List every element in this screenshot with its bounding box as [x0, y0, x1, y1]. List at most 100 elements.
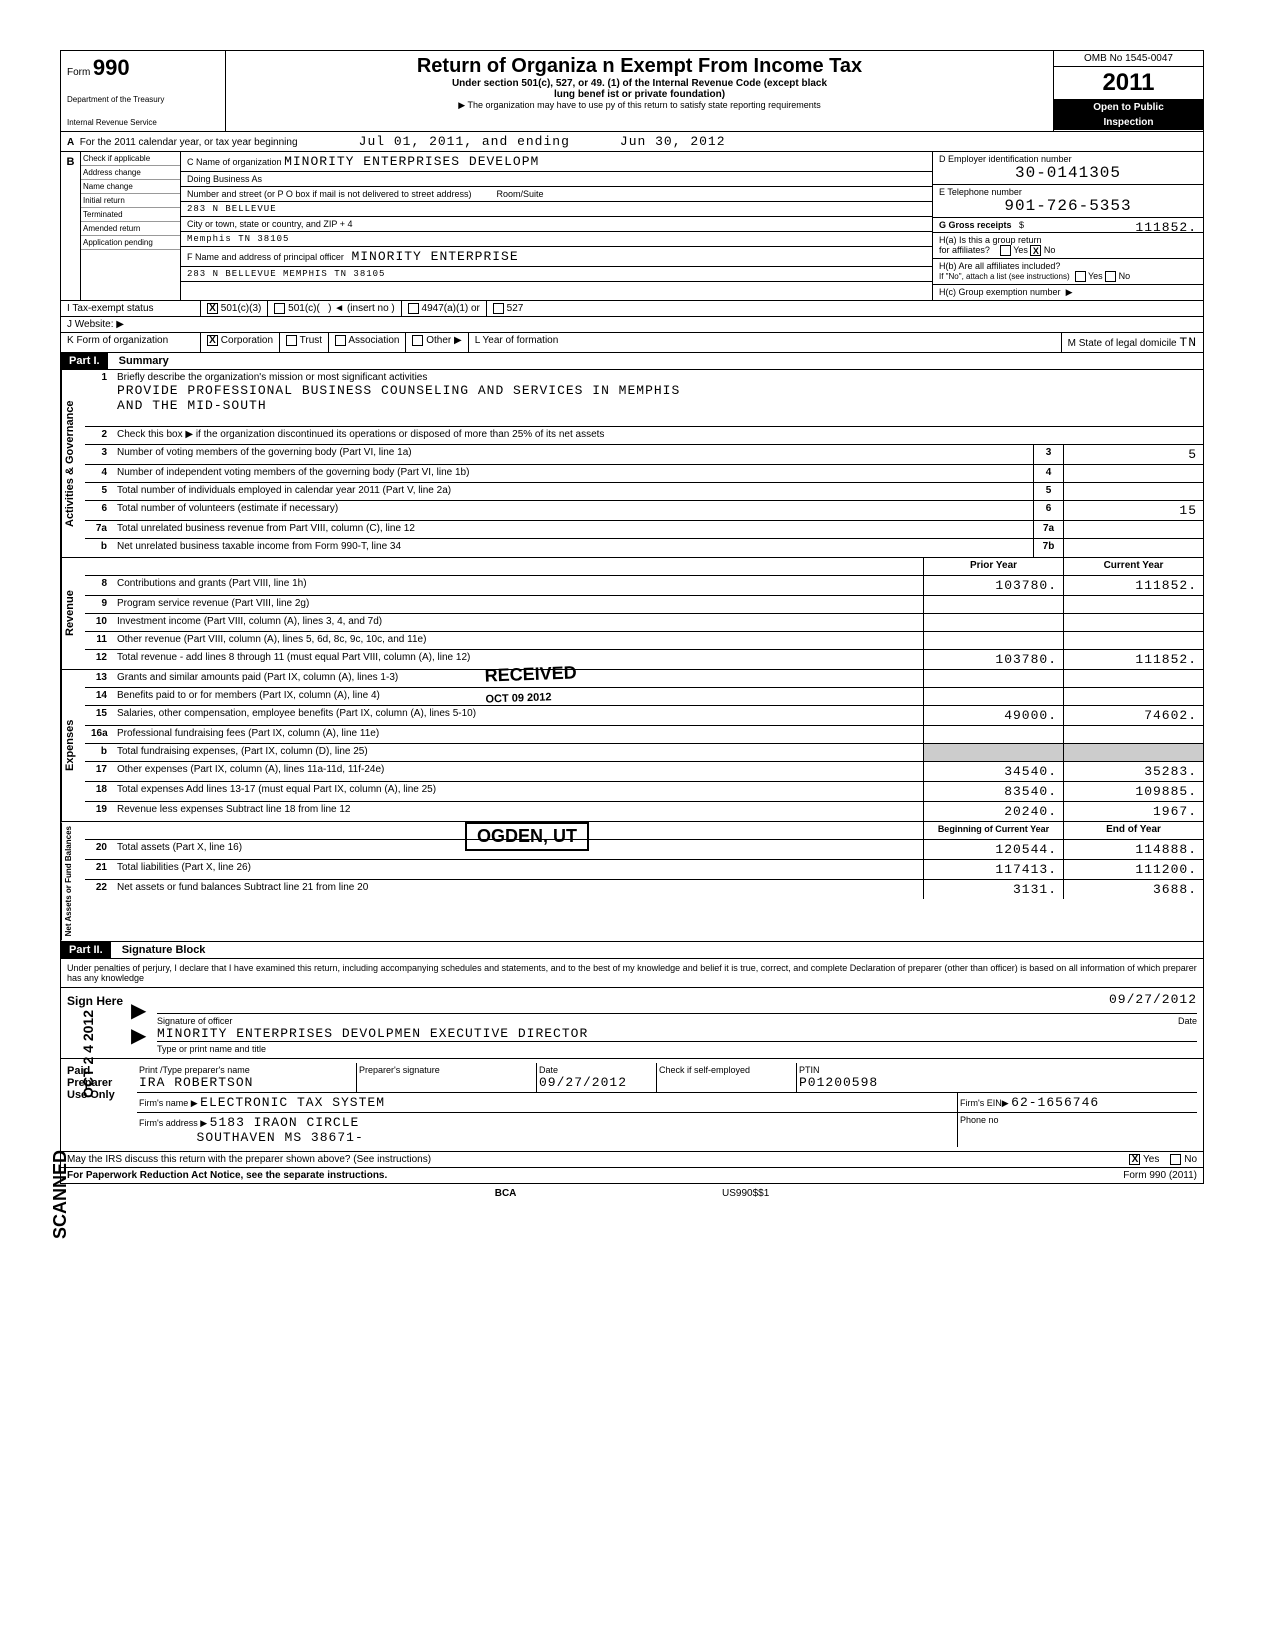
row-a: A For the 2011 calendar year, or tax yea… [60, 132, 1204, 152]
form-label: Form [67, 67, 90, 78]
opt-4947: 4947(a)(1) or [422, 303, 480, 314]
end-year-header: End of Year [1063, 822, 1203, 839]
sign-here-label: Sign Here [61, 988, 131, 1058]
table-row: 6Total number of volunteers (estimate if… [85, 501, 1203, 521]
opt-501c3: 501(c)(3) [221, 303, 262, 314]
j-label: J Website: ▶ [61, 317, 1203, 332]
firm-name: ELECTRONIC TAX SYSTEM [200, 1095, 385, 1110]
opt-corp: Corporation [221, 336, 273, 347]
ogden-stamp: OGDEN, UT [465, 822, 589, 851]
table-row: 22Net assets or fund balances Subtract l… [85, 880, 1203, 899]
form-header: Form 990 Department of the Treasury Inte… [60, 50, 1204, 132]
part1-header-row: Part I. Summary [60, 353, 1204, 370]
tax-year-start: Jul 01, 2011, and ending [359, 134, 570, 149]
dept-irs: Internal Revenue Service [67, 118, 219, 127]
prep-name: IRA ROBERTSON [139, 1075, 253, 1090]
table-row: 7aTotal unrelated business revenue from … [85, 521, 1203, 539]
l-label: L Year of formation [475, 335, 559, 346]
opt-501c-b: ) ◄ (insert no ) [328, 303, 395, 314]
row-j: J Website: ▶ [60, 317, 1204, 333]
k-trust[interactable] [286, 335, 297, 346]
phone: 901-726-5353 [939, 197, 1197, 215]
paid-preparer-label: Paid Preparer Use Only [61, 1059, 131, 1151]
check-applicable[interactable]: Check if applicable [81, 152, 180, 166]
scanned-stamp: SCANNED [50, 1150, 71, 1239]
governance-section: Activities & Governance 1 Briefly descri… [60, 370, 1204, 558]
firm-ein-label: Firm's EIN▶ [960, 1098, 1009, 1108]
table-row: 14Benefits paid to or for members (Part … [85, 688, 1203, 706]
vert-governance: Activities & Governance [61, 370, 85, 557]
form-number: 990 [93, 55, 130, 80]
opt-trust: Trust [300, 336, 322, 347]
officer-addr: 283 N BELLEVUE MEMPHIS TN 38105 [181, 267, 932, 282]
bca-label: BCA [495, 1188, 517, 1199]
table-row: 5Total number of individuals employed in… [85, 483, 1203, 501]
hb-no[interactable] [1105, 271, 1116, 282]
dba-row: Doing Business As [181, 172, 932, 187]
i-4947[interactable] [408, 303, 419, 314]
mission-text2: AND THE MID-SOUTH [117, 398, 267, 413]
type-label: Type or print name and title [157, 1044, 1197, 1054]
table-row: 4Number of independent voting members of… [85, 465, 1203, 483]
main-title: Return of Organiza n Exempt From Income … [232, 55, 1047, 78]
check-column: Check if applicable Address change Name … [81, 152, 181, 300]
i-label: I Tax-exempt status [61, 301, 201, 316]
line1-label: Briefly describe the organization's miss… [117, 372, 427, 383]
i-501c[interactable] [274, 303, 285, 314]
footer: For Paperwork Reduction Act Notice, see … [60, 1168, 1204, 1184]
hb-yes[interactable] [1075, 271, 1086, 282]
prep-sig-label: Preparer's signature [357, 1063, 537, 1092]
table-row: 18Total expenses Add lines 13-17 (must e… [85, 782, 1203, 802]
ha-no[interactable]: X [1030, 245, 1041, 256]
footer-code: US990$$1 [722, 1188, 769, 1199]
hb2-label: If "No", attach a list (see instructions… [939, 272, 1070, 281]
i-501c3[interactable]: X [207, 303, 218, 314]
vert-revenue: Revenue [61, 558, 85, 669]
phone-no-label: Phone no [957, 1113, 1197, 1147]
table-row: 17Other expenses (Part IX, column (A), l… [85, 762, 1203, 782]
footer-form: Form 990 (2011) [1123, 1170, 1197, 1181]
table-row: 8Contributions and grants (Part VIII, li… [85, 576, 1203, 596]
discuss-yes[interactable]: X [1129, 1154, 1140, 1165]
part2-header-row: Part II. Signature Block [60, 942, 1204, 959]
check-terminated[interactable]: Terminated [81, 208, 180, 222]
received-text: RECEIVED [484, 663, 577, 686]
subtitle3: ▶ The organization may have to use py of… [232, 100, 1047, 111]
c-label: C Name of organization [187, 157, 282, 167]
ptin-label: PTIN [799, 1065, 820, 1075]
room-label: Room/Suite [496, 189, 543, 199]
inspection: Inspection [1054, 115, 1203, 130]
check-initial[interactable]: Initial return [81, 194, 180, 208]
k-assoc[interactable] [335, 335, 346, 346]
k-corp[interactable]: X [207, 335, 218, 346]
ha-yes[interactable] [1000, 245, 1011, 256]
city: Memphis TN 38105 [181, 232, 932, 247]
check-amended[interactable]: Amended return [81, 222, 180, 236]
k-other[interactable] [412, 335, 423, 346]
received-stamp: RECEIVED OCT 09 2012 [484, 663, 577, 708]
col-right: D Employer identification number 30-0141… [933, 152, 1203, 300]
col-b-label: B [61, 152, 81, 300]
i-527[interactable] [493, 303, 504, 314]
prep-date: 09/27/2012 [539, 1075, 627, 1090]
prep-name-label: Print /Type preparer's name [139, 1065, 250, 1075]
ptin: P01200598 [799, 1075, 878, 1090]
vert-expenses: Expenses [61, 670, 85, 821]
check-self-emp: Check if self-employed [657, 1063, 797, 1092]
check-pending[interactable]: Application pending [81, 236, 180, 250]
table-row: bNet unrelated business taxable income f… [85, 539, 1203, 557]
opt-501c: 501(c)( [288, 303, 320, 314]
row-k: K Form of organization X Corporation Tru… [60, 333, 1204, 353]
vert-net: Net Assets or Fund Balances [61, 822, 85, 940]
signature [157, 992, 162, 1013]
table-row: 21Total liabilities (Part X, line 26)117… [85, 860, 1203, 880]
expenses-section: Expenses 13Grants and similar amounts pa… [60, 670, 1204, 822]
date-label: Date [1178, 1016, 1197, 1026]
officer: MINORITY ENTERPRISE [351, 249, 518, 264]
discuss-no[interactable] [1170, 1154, 1181, 1165]
ha-label: H(a) Is this a group return [939, 235, 1042, 245]
check-name[interactable]: Name change [81, 180, 180, 194]
check-address[interactable]: Address change [81, 166, 180, 180]
form-header-center: Return of Organiza n Exempt From Income … [226, 51, 1053, 131]
g-label: G Gross receipts [939, 220, 1012, 230]
